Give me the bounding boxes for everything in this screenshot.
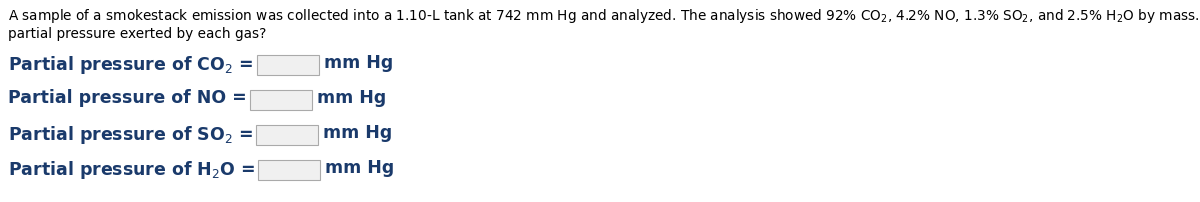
Text: partial pressure exerted by each gas?: partial pressure exerted by each gas? bbox=[8, 27, 266, 41]
Bar bbox=[258, 160, 320, 180]
Text: mm Hg: mm Hg bbox=[325, 159, 395, 177]
Text: A sample of a smokestack emission was collected into a 1.10-L tank at 742 mm Hg : A sample of a smokestack emission was co… bbox=[8, 7, 1200, 25]
Bar bbox=[257, 55, 318, 75]
Text: Partial pressure of SO$_2$ =: Partial pressure of SO$_2$ = bbox=[8, 124, 253, 146]
Text: mm Hg: mm Hg bbox=[324, 54, 392, 72]
Bar bbox=[257, 125, 318, 145]
Text: mm Hg: mm Hg bbox=[323, 124, 392, 142]
Text: Partial pressure of CO$_2$ =: Partial pressure of CO$_2$ = bbox=[8, 54, 253, 76]
Text: Partial pressure of NO =: Partial pressure of NO = bbox=[8, 89, 247, 107]
Text: mm Hg: mm Hg bbox=[317, 89, 386, 107]
Text: Partial pressure of H$_2$O =: Partial pressure of H$_2$O = bbox=[8, 159, 256, 181]
Bar bbox=[250, 90, 312, 110]
